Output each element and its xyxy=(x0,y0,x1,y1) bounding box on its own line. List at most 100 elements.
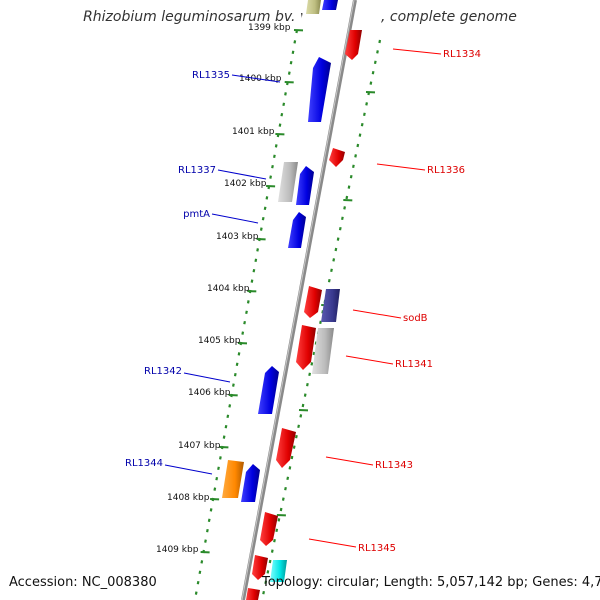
gene-arrow-rl1336[interactable] xyxy=(329,148,345,167)
gene-label-rl1334[interactable]: RL1334 xyxy=(443,49,481,60)
left-ladder-minor-tick xyxy=(241,331,245,335)
gene-arrow-bottom-red-2[interactable] xyxy=(246,588,260,600)
gene-arrow-sodb[interactable] xyxy=(321,289,340,322)
left-ladder-minor-tick xyxy=(261,216,265,221)
right-ladder-minor-tick xyxy=(277,518,281,522)
left-ladder-minor-tick xyxy=(233,372,237,377)
right-ladder-minor-tick xyxy=(358,133,362,137)
left-ladder-minor-tick xyxy=(196,580,200,585)
kbp-label: 1408 kbp xyxy=(167,493,210,503)
right-ladder-minor-tick xyxy=(345,195,349,200)
gene-arrow-cyan[interactable] xyxy=(270,560,287,582)
gene-arrow-rl1343[interactable] xyxy=(276,428,296,468)
left-ladder-minor-tick xyxy=(287,71,291,75)
kbp-label: 1403 kbp xyxy=(216,232,259,242)
right-ladder-minor-tick xyxy=(336,237,340,241)
left-ladder-minor-tick xyxy=(282,102,286,107)
left-ladder-minor-tick xyxy=(265,196,269,200)
left-ladder-minor-tick xyxy=(284,92,287,96)
gene-label-leaders xyxy=(164,48,442,548)
left-ladder-minor-tick xyxy=(215,476,219,481)
right-ladder-minor-tick xyxy=(341,216,344,221)
right-ladder-minor-tick xyxy=(264,580,268,585)
kbp-label: 1399 kbp xyxy=(248,23,291,33)
right-ladder-minor-tick xyxy=(312,351,316,356)
right-ladder-minor-tick xyxy=(292,445,296,449)
right-ladder-minor-tick xyxy=(262,590,265,595)
gene-arrow-rl1337[interactable] xyxy=(296,166,314,205)
right-ladder-minor-tick xyxy=(369,81,373,85)
gene-arrow-grey-rl1337[interactable] xyxy=(278,162,298,202)
gene-label-rl1335[interactable]: RL1335 xyxy=(192,70,230,81)
map-band xyxy=(195,0,385,600)
left-ladder-minor-tick xyxy=(250,279,254,283)
left-ladder-minor-tick xyxy=(200,560,204,564)
left-ladder-minor-tick xyxy=(226,414,230,419)
left-ladder-minor-tick xyxy=(204,539,207,543)
kbp-label: 1405 kbp xyxy=(198,336,241,346)
gene-label-rl1345[interactable]: RL1345 xyxy=(358,543,396,554)
leader-rl1337 xyxy=(217,169,267,180)
right-ladder-minor-tick xyxy=(284,486,287,491)
gene-label-rl1337[interactable]: RL1337 xyxy=(178,165,216,176)
gene-arrow-olive[interactable] xyxy=(306,0,321,14)
left-ladder-minor-tick xyxy=(245,310,248,315)
gene-arrow-rl1342[interactable] xyxy=(258,366,279,414)
left-ladder-minor-tick xyxy=(293,40,297,44)
left-ladder-minor-tick xyxy=(232,383,235,387)
leader-rl1335 xyxy=(231,74,281,83)
kbp-label: 1404 kbp xyxy=(207,284,250,294)
gene-arrow-rl1339[interactable] xyxy=(304,286,322,318)
accession-text: Accession: NC_008380 xyxy=(9,575,157,590)
right-ladder-minor-tick xyxy=(332,258,336,262)
gene-arrow-reverse-top[interactable] xyxy=(322,0,338,10)
right-ladder-minor-tick xyxy=(363,112,366,117)
map-title: Rhizobium leguminosarum bv. viciae 3841,… xyxy=(83,9,517,25)
left-ladder-minor-tick xyxy=(278,123,282,127)
gene-label-rl1341[interactable]: RL1341 xyxy=(395,359,433,370)
gene-label-pmta[interactable]: pmtA xyxy=(183,209,210,220)
gene-arrow-bottom-red[interactable] xyxy=(252,555,268,580)
left-ladder-minor-tick xyxy=(280,112,284,117)
gene-arrow-rl1344[interactable] xyxy=(241,464,260,502)
gene-label-sodb[interactable]: sodB xyxy=(403,313,428,324)
gene-label-rl1342[interactable]: RL1342 xyxy=(144,366,182,377)
left-ladder-minor-tick xyxy=(274,144,278,148)
right-ladder-minor-tick xyxy=(308,372,311,377)
gene-labels: RL1334 RL1335 RL1336 RL1337 pmtA sodB RL… xyxy=(125,49,481,554)
left-ladder-minor-tick xyxy=(194,591,198,595)
right-ladder-minor-tick xyxy=(319,320,322,325)
gene-label-rl1336[interactable]: RL1336 xyxy=(427,165,465,176)
right-ladder-minor-tick xyxy=(295,434,298,439)
gene-arrow-rl1341[interactable] xyxy=(312,328,334,374)
right-ladder-minor-tick xyxy=(334,247,338,252)
kbp-label: 1409 kbp xyxy=(156,545,199,555)
right-ladder-minor-tick xyxy=(343,206,346,210)
left-ladder-minor-tick xyxy=(198,570,202,575)
gene-label-rl1343[interactable]: RL1343 xyxy=(375,460,413,471)
leader-sodb xyxy=(352,309,402,319)
gene-arrow-rl1334[interactable] xyxy=(345,30,362,60)
left-ladder-minor-tick xyxy=(213,487,217,491)
right-ladder-minor-tick xyxy=(281,497,285,501)
right-ladder-minor-tick xyxy=(270,549,274,553)
left-ladder-minor-tick xyxy=(217,466,220,471)
right-ladder-minor-tick xyxy=(286,476,290,481)
left-ladder-minor-tick xyxy=(243,320,246,325)
left-ladder-minor-tick xyxy=(237,352,241,356)
gene-arrow-rl1341-red[interactable] xyxy=(296,325,316,370)
right-ladder-minor-tick xyxy=(275,528,279,533)
gene-arrow-pmta[interactable] xyxy=(288,212,306,248)
gene-arrow-rl1335[interactable] xyxy=(308,57,331,122)
right-ladder-minor-tick xyxy=(288,466,292,470)
gene-label-rl1344[interactable]: RL1344 xyxy=(125,458,163,469)
gene-arrow-rl1345[interactable] xyxy=(260,512,278,546)
leader-rl1343 xyxy=(325,456,374,466)
right-ladder-minor-tick xyxy=(347,185,351,189)
right-ladder-minor-tick xyxy=(310,362,314,366)
topology-text: Topology: circular; Length: 5,057,142 bp… xyxy=(262,575,600,590)
right-ladder-minor-tick xyxy=(360,122,364,127)
gene-arrow-rl1344-orange[interactable] xyxy=(222,460,244,498)
right-ladder-minor-tick xyxy=(299,414,303,418)
